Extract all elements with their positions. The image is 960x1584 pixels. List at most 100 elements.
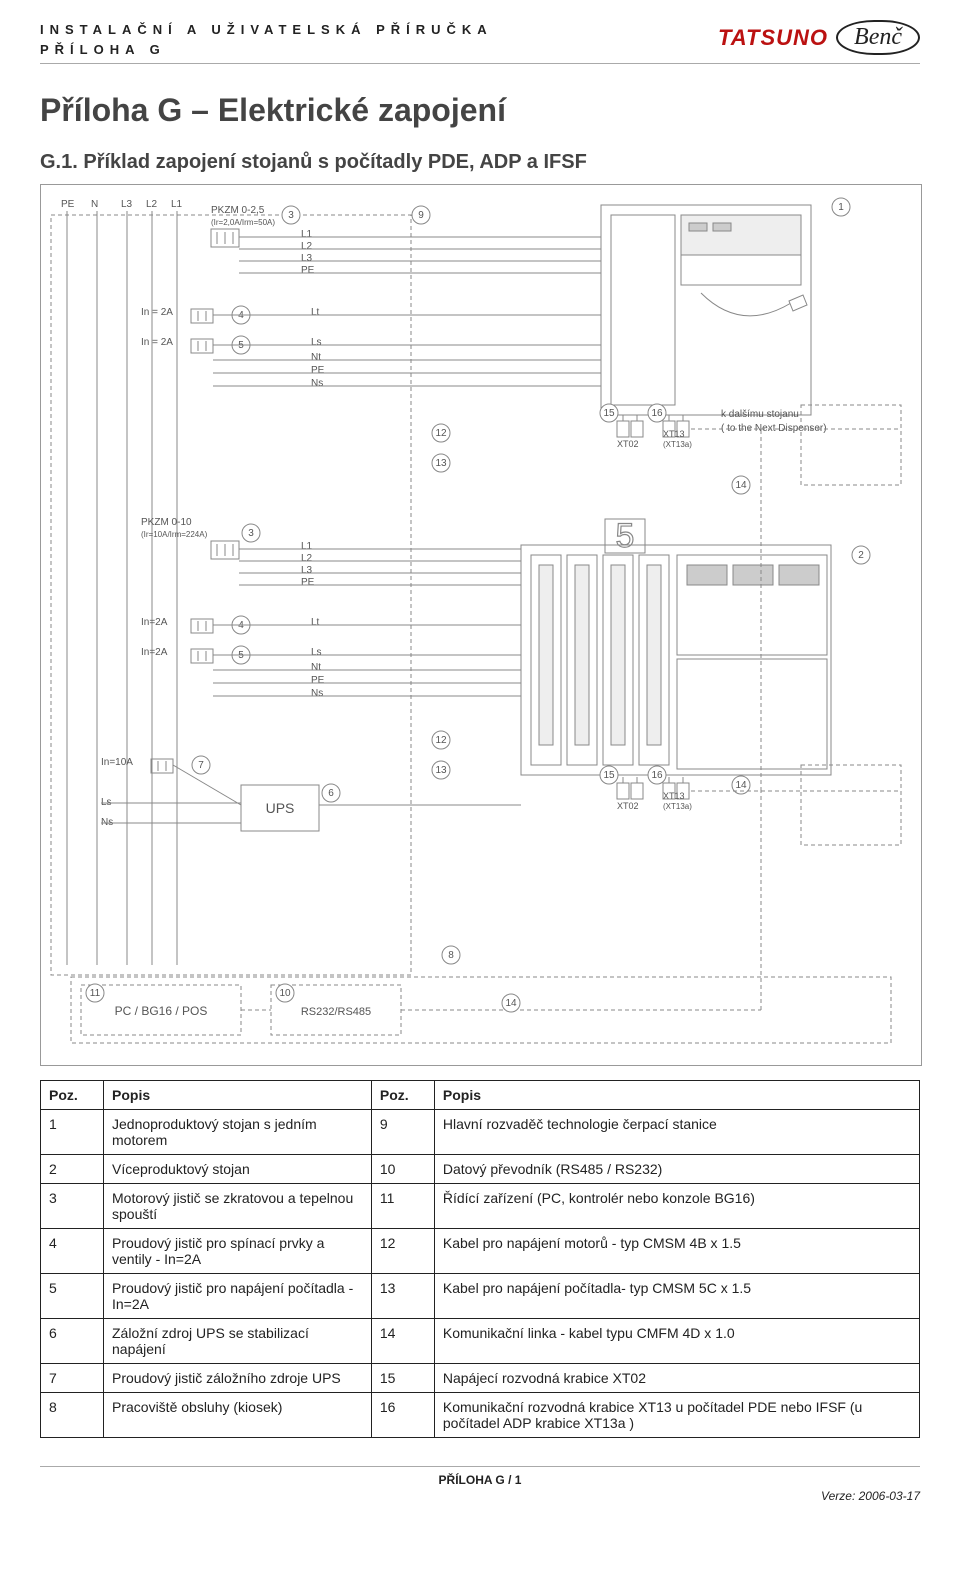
header-line1: INSTALAČNÍ A UŽIVATELSKÁ PŘÍRUČKA — [40, 20, 493, 40]
svg-text:1: 1 — [838, 202, 844, 213]
svg-text:3: 3 — [288, 210, 294, 221]
cell-pos: 9 — [371, 1110, 434, 1155]
svg-text:14: 14 — [735, 480, 747, 491]
svg-text:(XT13a): (XT13a) — [663, 802, 692, 811]
svg-text:15: 15 — [603, 770, 615, 781]
svg-text:12: 12 — [435, 735, 447, 746]
table-row: 6Záložní zdroj UPS se stabilizací napáje… — [41, 1319, 920, 1364]
svg-text:N: N — [91, 199, 98, 210]
svg-text:PE: PE — [311, 675, 325, 686]
svg-text:13: 13 — [435, 458, 447, 469]
table-row: 8Pracoviště obsluhy (kiosek)16Komunikačn… — [41, 1393, 920, 1438]
table-row: 2Víceproduktový stojan10Datový převodník… — [41, 1155, 920, 1184]
legend-table: Poz. Popis Poz. Popis 1Jednoproduktový s… — [40, 1080, 920, 1438]
svg-text:14: 14 — [735, 780, 747, 791]
svg-text:12: 12 — [435, 428, 447, 439]
brand-block: TATSUNO Benč — [718, 20, 920, 55]
svg-text:PE: PE — [311, 365, 325, 376]
cell-pos: 10 — [371, 1155, 434, 1184]
cell-desc: Jednoproduktový stojan s jedním motorem — [104, 1110, 372, 1155]
svg-text:In = 2A: In = 2A — [141, 337, 173, 348]
cell-pos: 13 — [371, 1274, 434, 1319]
page-header: INSTALAČNÍ A UŽIVATELSKÁ PŘÍRUČKA PŘÍLOH… — [40, 20, 920, 64]
cell-pos: 14 — [371, 1319, 434, 1364]
page-subtitle: G.1. Příklad zapojení stojanů s počítadl… — [40, 151, 920, 174]
cell-pos: 7 — [41, 1364, 104, 1393]
svg-text:L3: L3 — [301, 253, 313, 264]
cell-pos: 1 — [41, 1110, 104, 1155]
svg-text:Nt: Nt — [311, 352, 321, 363]
page-title: Příloha G – Elektrické zapojení — [40, 92, 920, 129]
svg-text:PKZM 0-2,5: PKZM 0-2,5 — [211, 205, 265, 216]
svg-text:10: 10 — [279, 988, 291, 999]
svg-text:L1: L1 — [301, 229, 313, 240]
cell-pos: 3 — [41, 1184, 104, 1229]
cell-desc: Proudový jistič záložního zdroje UPS — [104, 1364, 372, 1393]
page-footer: PŘÍLOHA G / 1 Verze: 2006-03-17 — [40, 1466, 920, 1513]
svg-text:9: 9 — [418, 210, 424, 221]
svg-text:L2: L2 — [301, 241, 313, 252]
svg-text:16: 16 — [651, 408, 663, 419]
cell-desc: Motorový jistič se zkratovou a tepelnou … — [104, 1184, 372, 1229]
th-pos-right: Poz. — [371, 1081, 434, 1110]
table-row: 1Jednoproduktový stojan s jedním motorem… — [41, 1110, 920, 1155]
table-row: 7Proudový jistič záložního zdroje UPS15N… — [41, 1364, 920, 1393]
cell-desc: Hlavní rozvaděč technologie čerpací stan… — [434, 1110, 919, 1155]
cell-desc: Řídící zařízení (PC, kontrolér nebo konz… — [434, 1184, 919, 1229]
cell-desc: Kabel pro napájení počítadla- typ CMSM 5… — [434, 1274, 919, 1319]
th-desc-left: Popis — [104, 1081, 372, 1110]
cell-pos: 4 — [41, 1229, 104, 1274]
svg-text:3: 3 — [248, 528, 254, 539]
svg-text:Nt: Nt — [311, 662, 321, 673]
svg-text:PE: PE — [301, 265, 315, 276]
svg-text:In=2A: In=2A — [141, 617, 168, 628]
svg-text:6: 6 — [328, 788, 334, 799]
svg-text:(XT13a): (XT13a) — [663, 440, 692, 449]
cell-desc: Komunikační linka - kabel typu CMFM 4D x… — [434, 1319, 919, 1364]
cell-pos: 2 — [41, 1155, 104, 1184]
footer-version: Verze: 2006-03-17 — [821, 1489, 920, 1503]
svg-text:5: 5 — [616, 517, 635, 555]
cell-pos: 8 — [41, 1393, 104, 1438]
table-row: 4Proudový jistič pro spínací prvky a ven… — [41, 1229, 920, 1274]
table-row: 5Proudový jistič pro napájení počítadla … — [41, 1274, 920, 1319]
svg-text:8: 8 — [448, 950, 454, 961]
cell-desc: Proudový jistič pro spínací prvky a vent… — [104, 1229, 372, 1274]
cell-desc: Kabel pro napájení motorů - typ CMSM 4B … — [434, 1229, 919, 1274]
cell-desc: Proudový jistič pro napájení počítadla -… — [104, 1274, 372, 1319]
svg-text:13: 13 — [435, 765, 447, 776]
svg-text:Ns: Ns — [311, 688, 323, 699]
svg-text:UPS: UPS — [266, 800, 295, 816]
wiring-diagram: PENL3L2L19PKZM 0-2,5(Ir=2,0A/Irm=50A)3L1… — [40, 184, 922, 1066]
svg-text:L1: L1 — [171, 199, 183, 210]
svg-text:XT13: XT13 — [663, 429, 685, 439]
svg-text:L2: L2 — [146, 199, 158, 210]
svg-text:L3: L3 — [301, 565, 313, 576]
th-pos-left: Poz. — [41, 1081, 104, 1110]
brand-benc: Benč — [836, 20, 920, 55]
svg-text:k dalšímu stojanu: k dalšímu stojanu — [721, 409, 799, 420]
svg-text:15: 15 — [603, 408, 615, 419]
header-left: INSTALAČNÍ A UŽIVATELSKÁ PŘÍRUČKA PŘÍLOH… — [40, 20, 493, 59]
svg-text:16: 16 — [651, 770, 663, 781]
cell-pos: 15 — [371, 1364, 434, 1393]
cell-pos: 16 — [371, 1393, 434, 1438]
svg-text:(Ir=2,0A/Irm=50A): (Ir=2,0A/Irm=50A) — [211, 218, 275, 227]
svg-text:11: 11 — [90, 988, 101, 999]
svg-text:PE: PE — [301, 577, 315, 588]
svg-text:RS232/RS485: RS232/RS485 — [301, 1006, 371, 1018]
svg-text:L3: L3 — [121, 199, 133, 210]
cell-desc: Pracoviště obsluhy (kiosek) — [104, 1393, 372, 1438]
cell-pos: 6 — [41, 1319, 104, 1364]
svg-text:In=2A: In=2A — [141, 647, 168, 658]
cell-pos: 5 — [41, 1274, 104, 1319]
cell-desc: Komunikační rozvodná krabice XT13 u počí… — [434, 1393, 919, 1438]
svg-text:XT02: XT02 — [617, 801, 639, 811]
cell-desc: Datový převodník (RS485 / RS232) — [434, 1155, 919, 1184]
header-line2: PŘÍLOHA G — [40, 40, 493, 60]
svg-text:Ls: Ls — [311, 647, 322, 658]
svg-text:Ls: Ls — [311, 337, 322, 348]
svg-text:XT13: XT13 — [663, 791, 685, 801]
svg-text:14: 14 — [505, 998, 517, 1009]
svg-text:(Ir=10A/Irm=224A): (Ir=10A/Irm=224A) — [141, 530, 208, 539]
